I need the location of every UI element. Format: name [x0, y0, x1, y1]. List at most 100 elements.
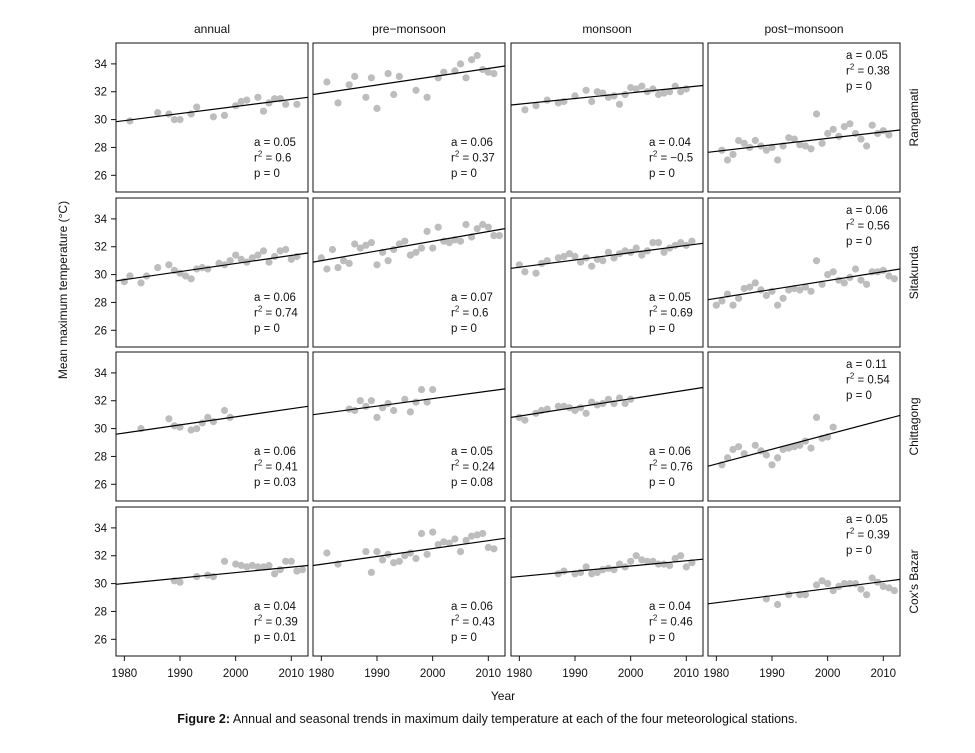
- data-point: [445, 239, 453, 247]
- data-point: [440, 538, 448, 546]
- data-point: [237, 97, 245, 106]
- y-tick-label: 28: [94, 451, 107, 463]
- data-point: [220, 406, 229, 415]
- x-tick-label: 1990: [562, 668, 588, 680]
- data-point: [829, 423, 837, 431]
- data-point: [829, 587, 837, 595]
- data-point: [187, 275, 195, 283]
- data-point: [490, 232, 498, 240]
- data-point: [412, 554, 420, 563]
- data-point: [599, 257, 607, 265]
- data-point: [165, 110, 173, 118]
- data-point: [593, 88, 601, 96]
- stat-label: a = 0.06: [254, 446, 296, 458]
- x-tick-label: 1980: [507, 668, 533, 680]
- stat-label: a = 0.06: [451, 601, 493, 613]
- data-point: [851, 580, 860, 588]
- row-label: Rangamati: [907, 88, 921, 146]
- stat-label: p = 0: [254, 323, 280, 335]
- data-point: [484, 223, 492, 231]
- data-point: [649, 557, 657, 565]
- data-point: [554, 254, 562, 262]
- data-point: [423, 550, 431, 558]
- x-tick-label: 2000: [223, 668, 249, 680]
- data-point: [729, 150, 737, 158]
- y-tick-label: 26: [94, 170, 107, 182]
- data-point: [762, 451, 771, 459]
- y-tick-label: 30: [94, 424, 107, 436]
- data-point: [610, 92, 618, 100]
- data-point: [604, 395, 613, 403]
- data-point: [287, 255, 295, 263]
- y-tick-label: 32: [94, 242, 107, 254]
- data-point: [456, 60, 465, 68]
- data-point: [835, 132, 843, 140]
- stat-label: r2 = 0.39: [254, 614, 298, 629]
- trend-line: [708, 578, 900, 605]
- panel-plot-area: [511, 552, 703, 578]
- data-point: [735, 294, 743, 302]
- data-point: [282, 245, 290, 254]
- data-point: [615, 560, 624, 568]
- data-point: [406, 251, 414, 259]
- data-point: [677, 552, 685, 560]
- figure-caption: Figure 2: Annual and seasonal trends in …: [0, 712, 975, 726]
- data-point: [271, 95, 279, 103]
- stat-label: a = 0.07: [451, 292, 493, 304]
- data-point: [829, 268, 837, 276]
- data-point: [384, 70, 392, 78]
- trend-line: [116, 405, 308, 435]
- y-tick-label: 34: [94, 214, 107, 226]
- x-tick-label: 1990: [759, 668, 785, 680]
- data-point: [220, 557, 229, 565]
- column-label: monsoon: [582, 22, 631, 36]
- data-point: [774, 600, 782, 609]
- data-point: [796, 286, 804, 294]
- data-point: [473, 225, 481, 233]
- data-point: [484, 543, 492, 552]
- data-point: [204, 413, 212, 421]
- trend-line: [708, 129, 900, 153]
- data-point: [259, 563, 268, 571]
- data-point: [582, 563, 590, 571]
- data-point: [340, 257, 348, 265]
- data-point: [484, 68, 492, 76]
- data-point: [451, 535, 459, 543]
- data-point: [807, 444, 815, 452]
- data-point: [532, 102, 540, 110]
- stat-label: p = 0.03: [254, 477, 296, 489]
- data-point: [879, 266, 887, 274]
- data-point: [740, 450, 748, 458]
- data-point: [232, 251, 240, 259]
- panel-frame: [510, 351, 704, 502]
- data-point: [638, 82, 646, 90]
- stat-label: r2 = 0.39: [846, 527, 890, 542]
- data-point: [395, 557, 403, 565]
- data-point: [473, 531, 481, 539]
- data-point: [615, 100, 624, 108]
- x-tick-label: 2010: [871, 668, 897, 680]
- data-point: [840, 580, 848, 588]
- data-point: [554, 99, 562, 107]
- y-tick-label: 32: [94, 551, 107, 563]
- data-point: [560, 567, 568, 575]
- stat-label: a = 0.06: [846, 205, 888, 217]
- data-point: [356, 397, 364, 405]
- data-point: [176, 116, 184, 124]
- y-tick-label: 28: [94, 297, 107, 309]
- panel-plot-area: [313, 51, 505, 112]
- panel-frame: [707, 351, 901, 502]
- stat-label: r2 = 0.6: [451, 305, 488, 320]
- stat-label: a = 0.05: [846, 50, 888, 62]
- data-point: [356, 244, 364, 252]
- panel-plot-area: [708, 110, 900, 164]
- data-point: [571, 406, 579, 415]
- data-point: [638, 556, 646, 564]
- data-point: [654, 239, 663, 247]
- trend-line: [116, 564, 308, 585]
- data-point: [254, 251, 262, 259]
- data-point: [479, 529, 487, 538]
- data-point: [885, 131, 893, 139]
